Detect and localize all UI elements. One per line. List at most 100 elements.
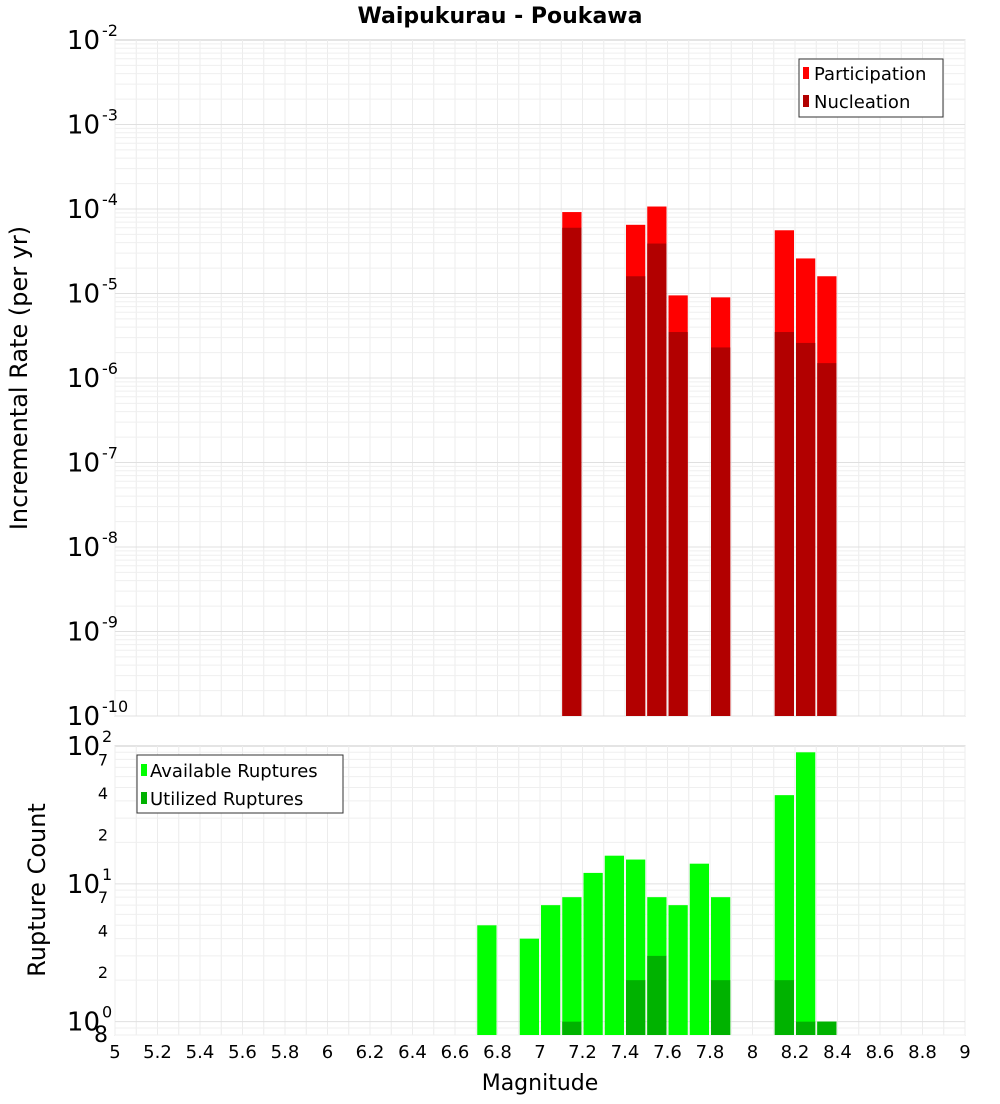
- y-tick-label: 7: [98, 888, 108, 907]
- legend-swatch-available: [141, 764, 147, 776]
- nucleation-bar: [774, 332, 794, 716]
- y-tick-exponent: -10: [102, 697, 128, 716]
- y-tick-exponent: -9: [102, 613, 118, 632]
- y-tick-label: 10: [67, 111, 100, 141]
- y-tick-label: 10: [67, 870, 100, 900]
- available-ruptures-bar: [519, 938, 539, 1035]
- top-bars: [562, 206, 837, 716]
- nucleation-bar: [796, 342, 816, 716]
- y-tick-label: 10: [67, 533, 100, 563]
- x-tick-labels: 5 5.2 5.4 5.6 5.8 6 6.2 6.4 6.6 6.8 7 7.2 7.4 7.6 7.8 8…: [109, 1042, 970, 1063]
- x-tick-label: 6.4: [398, 1042, 427, 1063]
- available-ruptures-bar: [541, 905, 561, 1035]
- available-ruptures-bar: [562, 897, 582, 1035]
- available-ruptures-bar: [477, 925, 497, 1035]
- bottom-y-axis-label: Rupture Count: [23, 803, 51, 977]
- y-tick-label: 4: [98, 784, 108, 803]
- utilized-ruptures-bar: [817, 1021, 837, 1035]
- x-tick-label: 5.4: [186, 1042, 215, 1063]
- y-tick-exponent: -2: [102, 21, 118, 40]
- y-tick-exponent: -7: [102, 444, 118, 463]
- available-ruptures-bar: [774, 795, 794, 1035]
- y-tick-exponent: 2: [102, 727, 112, 746]
- nucleation-bar: [647, 243, 667, 716]
- x-tick-label: 9: [959, 1042, 970, 1063]
- x-tick-label: 5.8: [271, 1042, 300, 1063]
- top-legend-box: [798, 58, 944, 118]
- y-tick-label: 10: [67, 364, 100, 394]
- top-y-axis-label: Incremental Rate (per yr): [5, 226, 33, 530]
- legend-label-available: Available Ruptures: [150, 761, 318, 782]
- y-min-tick-label: 8: [94, 1023, 108, 1048]
- y-tick-exponent: 1: [102, 865, 112, 884]
- utilized-ruptures-bar: [711, 980, 731, 1035]
- x-tick-label: 8.2: [781, 1042, 810, 1063]
- nucleation-bar: [562, 227, 582, 716]
- chart-title: Waipukurau - Poukawa: [358, 4, 643, 29]
- y-tick-label: 10: [67, 449, 100, 479]
- legend-label-nucleation: Nucleation: [814, 92, 910, 113]
- utilized-ruptures-bar: [626, 980, 646, 1035]
- available-ruptures-bar: [604, 855, 624, 1035]
- y-tick-label: 2: [98, 963, 108, 982]
- nucleation-bar: [668, 332, 688, 716]
- x-tick-label: 5.6: [228, 1042, 257, 1063]
- legend-swatch-nucleation: [803, 95, 809, 107]
- utilized-ruptures-bar: [774, 980, 794, 1035]
- available-ruptures-bar: [583, 872, 603, 1035]
- nucleation-bar: [711, 347, 731, 716]
- y-tick-exponent: -3: [102, 106, 118, 125]
- x-tick-label: 6.6: [441, 1042, 470, 1063]
- x-tick-label: 8.8: [908, 1042, 937, 1063]
- legend-label-utilized: Utilized Ruptures: [150, 789, 303, 810]
- nucleation-bar: [817, 363, 837, 716]
- y-tick-label: 10: [67, 702, 100, 732]
- legend-label-participation: Participation: [814, 64, 926, 85]
- available-ruptures-bar: [689, 863, 709, 1035]
- x-tick-label: 7: [534, 1042, 545, 1063]
- nucleation-bar: [626, 276, 646, 716]
- y-tick-exponent: -5: [102, 275, 118, 294]
- x-tick-label: 7.4: [611, 1042, 640, 1063]
- utilized-ruptures-bar: [562, 1021, 582, 1035]
- legend-swatch-utilized: [141, 792, 147, 804]
- y-tick-label: 4: [98, 922, 108, 941]
- y-tick-label: 10: [67, 618, 100, 648]
- x-tick-label: 5.2: [143, 1042, 172, 1063]
- x-tick-label: 8.4: [823, 1042, 852, 1063]
- x-axis-label: Magnitude: [482, 1071, 599, 1096]
- available-ruptures-bar: [796, 752, 816, 1035]
- y-tick-exponent: -8: [102, 528, 118, 547]
- y-tick-exponent: -4: [102, 190, 118, 209]
- top-legend: Participation Nucleation: [798, 58, 944, 118]
- bottom-bars: [477, 752, 837, 1035]
- top-grid: [114, 40, 966, 717]
- x-tick-label: 6.8: [483, 1042, 512, 1063]
- x-tick-label: 6: [322, 1042, 333, 1063]
- x-tick-label: 5: [109, 1042, 120, 1063]
- x-tick-label: 7.6: [653, 1042, 682, 1063]
- y-tick-label: 10: [67, 1008, 100, 1038]
- y-tick-label: 10: [67, 280, 100, 310]
- x-tick-label: 8.6: [866, 1042, 895, 1063]
- utilized-ruptures-bar: [796, 1021, 816, 1035]
- y-tick-label: 2: [98, 825, 108, 844]
- y-tick-label: 10: [67, 195, 100, 225]
- y-tick-label: 10: [67, 732, 100, 762]
- y-tick-label: 7: [98, 750, 108, 769]
- y-tick-label: 10: [67, 26, 100, 56]
- bottom-legend: Available Ruptures Utilized Ruptures: [136, 754, 344, 814]
- x-tick-label: 8: [747, 1042, 758, 1063]
- bottom-legend-box: [136, 754, 344, 814]
- x-tick-label: 6.2: [356, 1042, 385, 1063]
- utilized-ruptures-bar: [647, 955, 667, 1035]
- available-ruptures-bar: [668, 905, 688, 1035]
- legend-swatch-participation: [803, 67, 809, 79]
- y-tick-exponent: 0: [102, 1003, 112, 1022]
- y-tick-exponent: -6: [102, 359, 118, 378]
- x-tick-label: 7.8: [696, 1042, 725, 1063]
